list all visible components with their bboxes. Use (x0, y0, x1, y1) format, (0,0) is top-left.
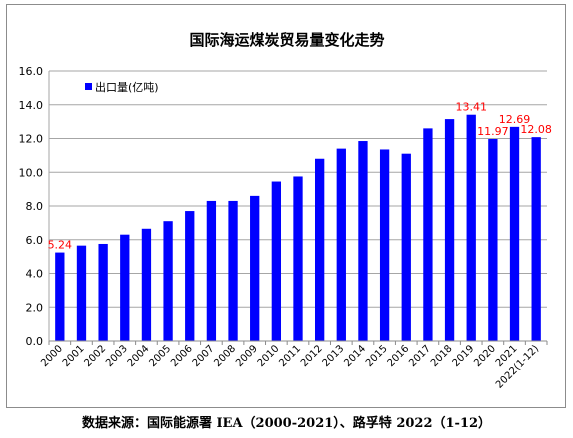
bar (163, 221, 173, 341)
x-tick-label: 2004 (126, 343, 152, 369)
legend: 出口量(亿吨) (85, 80, 159, 94)
x-tick-label: 2010 (256, 343, 282, 369)
y-tick-label: 6.0 (26, 234, 44, 247)
legend-swatch (85, 83, 92, 90)
data-label: 11.97 (477, 125, 509, 138)
bar (293, 176, 303, 341)
y-tick-label: 12.0 (19, 133, 44, 146)
y-tick-label: 2.0 (26, 301, 44, 314)
source-note: 数据来源：国际能源署 IEA（2000-2021）、路孚特 2022（1-12） (81, 416, 492, 431)
bar (250, 195, 260, 341)
x-tick-label: 2005 (147, 343, 173, 369)
x-tick-label: 2018 (429, 343, 455, 369)
x-tick-label: 2019 (451, 343, 477, 369)
x-tick-label: 2000 (39, 343, 65, 369)
x-tick-label: 2017 (407, 343, 433, 369)
bar (531, 137, 541, 341)
bar (206, 200, 217, 341)
chart-frame: 国际海运煤炭贸易量变化走势 0.0 2.0 4.0 6.0 8.0 10.0 12.0 14.… (6, 4, 566, 408)
x-tick-label: 2003 (104, 343, 130, 369)
bar (120, 234, 130, 341)
data-label: 12.69 (499, 113, 531, 126)
bar (401, 153, 411, 341)
y-tick-label: 8.0 (26, 200, 44, 213)
x-tick-label: 2009 (234, 343, 260, 369)
x-tick-label: 2016 (386, 343, 412, 369)
y-tick-label: 10.0 (19, 166, 44, 179)
x-tick-label: 2011 (277, 343, 303, 369)
data-label: 12.08 (520, 123, 552, 136)
x-tick-label: 2012 (299, 343, 325, 369)
x-tick-label: 2020 (472, 343, 498, 369)
x-tick-label: 2002 (82, 343, 108, 369)
bar (185, 211, 195, 341)
y-tick-label: 4.0 (26, 268, 44, 281)
bar (336, 148, 346, 341)
bar (314, 158, 325, 341)
x-tick-label: 2008 (212, 343, 238, 369)
y-axis: 0.0 2.0 4.0 6.0 8.0 10.0 12.0 14.0 16.0 (19, 65, 50, 348)
x-tick-label: 2014 (342, 343, 368, 369)
bar (488, 139, 498, 341)
bars (55, 114, 541, 341)
bar (271, 181, 282, 341)
bar (98, 243, 108, 341)
x-tick-label: 2006 (169, 343, 195, 369)
data-label: 5.24 (48, 239, 73, 252)
bar (509, 126, 520, 341)
bar (55, 252, 65, 341)
bar (423, 128, 433, 341)
x-axis: 2000200120022003200420052006200720082009… (39, 340, 548, 391)
data-label: 13.41 (455, 101, 487, 114)
bar (444, 119, 455, 341)
x-tick-label: 2001 (61, 343, 87, 369)
x-tick-label: 2015 (364, 343, 390, 369)
y-tick-label: 14.0 (19, 99, 44, 112)
legend-label: 出口量(亿吨) (95, 80, 159, 94)
bar (379, 149, 390, 341)
bar (466, 114, 476, 341)
y-tick-label: 0.0 (26, 335, 44, 348)
y-tick-label: 16.0 (19, 65, 44, 78)
bar (228, 200, 238, 341)
bar (141, 228, 152, 341)
x-tick-label: 2007 (191, 343, 217, 369)
bar-chart: 国际海运煤炭贸易量变化走势 0.0 2.0 4.0 6.0 8.0 10.0 12.0 14.… (19, 31, 552, 391)
bar (358, 141, 368, 341)
chart-title: 国际海运煤炭贸易量变化走势 (189, 31, 384, 49)
bar (76, 245, 87, 341)
x-tick-label: 2013 (321, 343, 347, 369)
